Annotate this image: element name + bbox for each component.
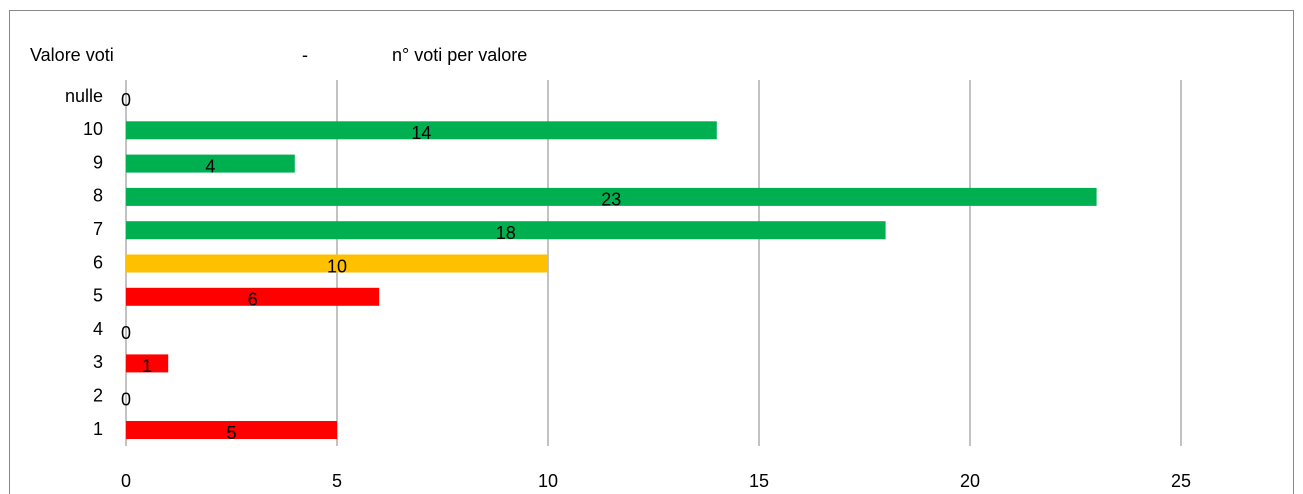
x-tick-label: 20 bbox=[960, 471, 980, 491]
bar bbox=[126, 421, 337, 439]
y-tick-label: 4 bbox=[93, 319, 103, 339]
y-tick-label: nulle bbox=[65, 86, 103, 106]
chart-frame bbox=[9, 10, 1294, 494]
data-label: 10 bbox=[327, 256, 347, 276]
chart-title: - bbox=[302, 45, 308, 65]
data-label: 6 bbox=[248, 290, 258, 310]
y-tick-label: 6 bbox=[93, 252, 103, 272]
y-tick-label: 2 bbox=[93, 385, 103, 405]
x-tick-label: 25 bbox=[1171, 471, 1191, 491]
y-tick-label: 5 bbox=[93, 286, 103, 306]
bar bbox=[126, 154, 295, 173]
y-tick-label: 10 bbox=[83, 119, 103, 139]
y-tick-label: 7 bbox=[93, 219, 103, 239]
data-label: 1 bbox=[142, 356, 152, 376]
y-tick-label: 1 bbox=[93, 419, 103, 439]
bar bbox=[126, 121, 717, 140]
data-label: 18 bbox=[496, 223, 516, 243]
bar bbox=[126, 187, 1097, 206]
data-label: 14 bbox=[411, 123, 431, 143]
y-tick-label: 8 bbox=[93, 186, 103, 206]
data-label: 0 bbox=[121, 90, 131, 110]
chart-title: n° voti per valore bbox=[392, 45, 527, 65]
bar bbox=[126, 254, 548, 273]
x-tick-label: 0 bbox=[121, 471, 131, 491]
bar bbox=[126, 354, 169, 373]
data-label: 0 bbox=[121, 389, 131, 409]
data-label: 5 bbox=[226, 423, 236, 443]
bar bbox=[126, 287, 380, 306]
y-tick-label: 9 bbox=[93, 152, 103, 172]
bar bbox=[126, 221, 886, 240]
y-tick-label: 3 bbox=[93, 352, 103, 372]
chart-title: Valore voti bbox=[30, 45, 114, 65]
x-tick-label: 5 bbox=[332, 471, 342, 491]
x-tick-label: 15 bbox=[749, 471, 769, 491]
data-label: 4 bbox=[205, 156, 215, 176]
data-label: 23 bbox=[601, 190, 621, 210]
x-tick-label: 10 bbox=[538, 471, 558, 491]
data-label: 0 bbox=[121, 323, 131, 343]
